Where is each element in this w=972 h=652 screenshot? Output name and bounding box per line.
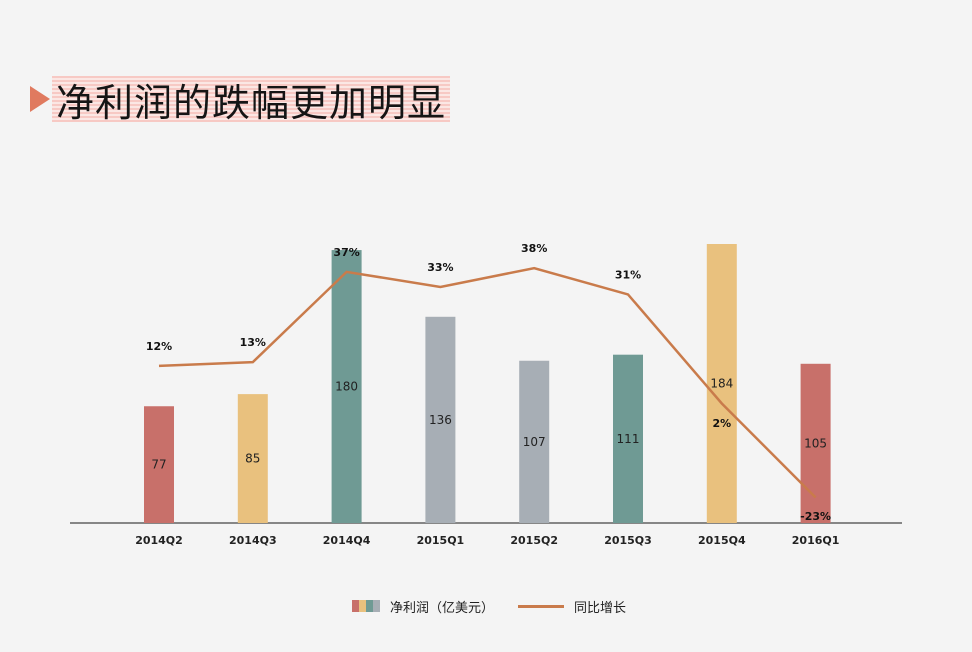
bar-2015Q3 (613, 354, 643, 523)
legend-bar-swatch (352, 600, 380, 612)
growth-label: 31% (615, 268, 641, 281)
bar-2014Q2 (144, 406, 174, 523)
legend-line-swatch (518, 604, 565, 608)
bar-value-label: 105 (804, 436, 827, 450)
x-tick-label: 2015Q3 (604, 534, 652, 547)
x-tick-label: 2014Q3 (229, 534, 277, 547)
legend-swatch-3 (373, 600, 380, 612)
bar-2014Q4 (331, 250, 362, 523)
x-tick-label: 2015Q4 (698, 534, 746, 547)
growth-label: -23% (800, 510, 831, 523)
bar-2015Q4 (706, 244, 737, 523)
bar-2015Q2 (519, 360, 550, 523)
x-tick-label: 2015Q1 (417, 534, 465, 547)
bar-2014Q3 (237, 394, 268, 523)
x-tick-label: 2016Q1 (792, 534, 840, 547)
growth-label: 33% (427, 261, 453, 274)
bar-value-label: 136 (429, 413, 452, 427)
bar-value-label: 107 (523, 435, 546, 449)
legend-bar-label: 净利润（亿美元） (390, 600, 495, 616)
title-box: 净利润的跌幅更加明显 (52, 76, 451, 125)
title-text: 净利润的跌幅更加明显 (56, 80, 447, 125)
bar-value-label: 184 (710, 377, 733, 391)
legend-line-label: 同比增长 (574, 600, 627, 616)
x-tick-label: 2014Q4 (323, 534, 371, 547)
bar-value-label: 85 (245, 452, 260, 466)
bar-value-label: 77 (151, 458, 166, 472)
x-tick-label: 2014Q2 (135, 534, 183, 547)
growth-label: 12% (146, 340, 172, 353)
legend-swatch-2 (366, 600, 373, 612)
growth-line (158, 266, 817, 499)
bar-2015Q1 (425, 316, 456, 523)
title-arrow-icon (30, 86, 50, 112)
bar-value-label: 180 (335, 380, 358, 394)
legend-swatch-0 (352, 600, 359, 612)
legend: 净利润（亿美元） 同比增长 (352, 596, 626, 616)
growth-label: 38% (521, 242, 547, 255)
chart-title: 净利润的跌幅更加明显 (30, 76, 451, 125)
bar-value-label: 111 (617, 432, 640, 446)
growth-label: 37% (333, 246, 359, 259)
x-tick-label: 2015Q2 (510, 534, 558, 547)
growth-label: 13% (240, 336, 266, 349)
growth-label: 2% (712, 417, 731, 430)
legend-swatch-1 (359, 600, 366, 612)
